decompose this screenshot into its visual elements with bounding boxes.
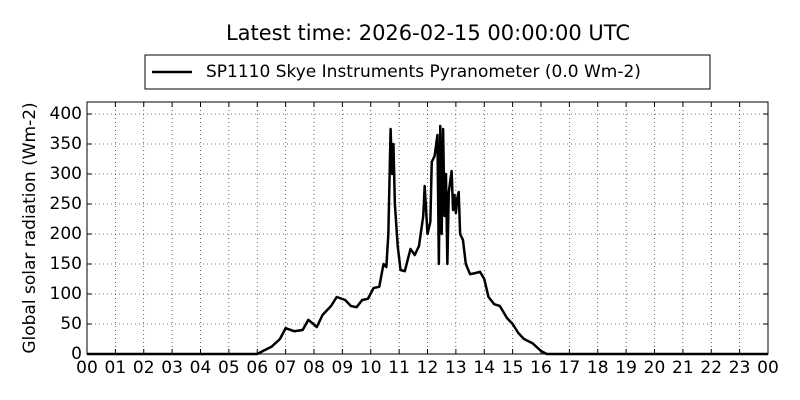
x-tick-label: 10 xyxy=(360,358,382,378)
y-tick-label: 100 xyxy=(50,284,82,304)
x-tick-label: 16 xyxy=(530,358,552,378)
x-tick-label: 20 xyxy=(644,358,666,378)
plot-frame xyxy=(86,101,769,355)
legend-label: SP1110 Skye Instruments Pyranometer (0.0… xyxy=(206,62,641,82)
x-tick-label: 00 xyxy=(757,358,779,378)
legend-box xyxy=(144,54,711,90)
y-tick-label: 0 xyxy=(71,344,82,364)
y-tick-label: 50 xyxy=(60,314,82,334)
chart-title: Latest time: 2026-02-15 00:00:00 UTC xyxy=(226,21,630,45)
x-tick-label: 01 xyxy=(105,358,127,378)
y-tick-label: 300 xyxy=(50,164,82,184)
y-tick-label: 200 xyxy=(50,224,82,244)
y-tick-label: 400 xyxy=(50,104,82,124)
x-tick-label: 11 xyxy=(388,358,410,378)
x-tick-label: 13 xyxy=(445,358,467,378)
x-tick-label: 05 xyxy=(218,358,240,378)
x-tick-label: 14 xyxy=(473,358,495,378)
data-line xyxy=(87,124,768,356)
x-tick-label: 19 xyxy=(615,358,637,378)
x-tick-label: 15 xyxy=(502,358,524,378)
y-tick-label: 350 xyxy=(50,134,82,154)
x-tick-label: 09 xyxy=(332,358,354,378)
x-tick-label: 17 xyxy=(559,358,581,378)
x-tick-label: 03 xyxy=(161,358,183,378)
x-tick-label: 12 xyxy=(417,358,439,378)
x-tick-label: 02 xyxy=(133,358,155,378)
x-tick-label: 21 xyxy=(672,358,694,378)
y-tick-label: 150 xyxy=(50,254,82,274)
y-axis-label: Global solar radiation (Wm-2) xyxy=(20,102,40,353)
x-tick-label: 23 xyxy=(729,358,751,378)
x-tick-label: 06 xyxy=(246,358,268,378)
x-tick-label: 08 xyxy=(303,358,325,378)
x-tick-label: 22 xyxy=(700,358,722,378)
x-tick-label: 18 xyxy=(587,358,609,378)
x-tick-label: 00 xyxy=(76,358,98,378)
x-tick-label: 07 xyxy=(275,358,297,378)
x-tick-label: 04 xyxy=(190,358,212,378)
y-tick-label: 250 xyxy=(50,194,82,214)
